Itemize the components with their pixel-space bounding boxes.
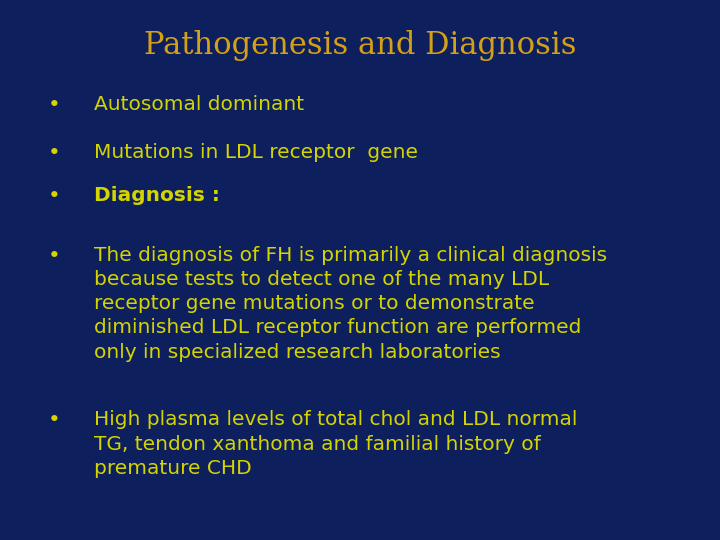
Text: •: • bbox=[48, 143, 60, 163]
Text: Diagnosis :: Diagnosis : bbox=[94, 186, 220, 205]
Text: The diagnosis of FH is primarily a clinical diagnosis
because tests to detect on: The diagnosis of FH is primarily a clini… bbox=[94, 246, 607, 362]
Text: •: • bbox=[48, 94, 60, 114]
Text: •: • bbox=[48, 186, 60, 206]
Text: Autosomal dominant: Autosomal dominant bbox=[94, 94, 304, 113]
Text: •: • bbox=[48, 410, 60, 430]
Text: Mutations in LDL receptor  gene: Mutations in LDL receptor gene bbox=[94, 143, 418, 162]
Text: Pathogenesis and Diagnosis: Pathogenesis and Diagnosis bbox=[144, 30, 576, 60]
Text: •: • bbox=[48, 246, 60, 266]
Text: High plasma levels of total chol and LDL normal
TG, tendon xanthoma and familial: High plasma levels of total chol and LDL… bbox=[94, 410, 577, 478]
